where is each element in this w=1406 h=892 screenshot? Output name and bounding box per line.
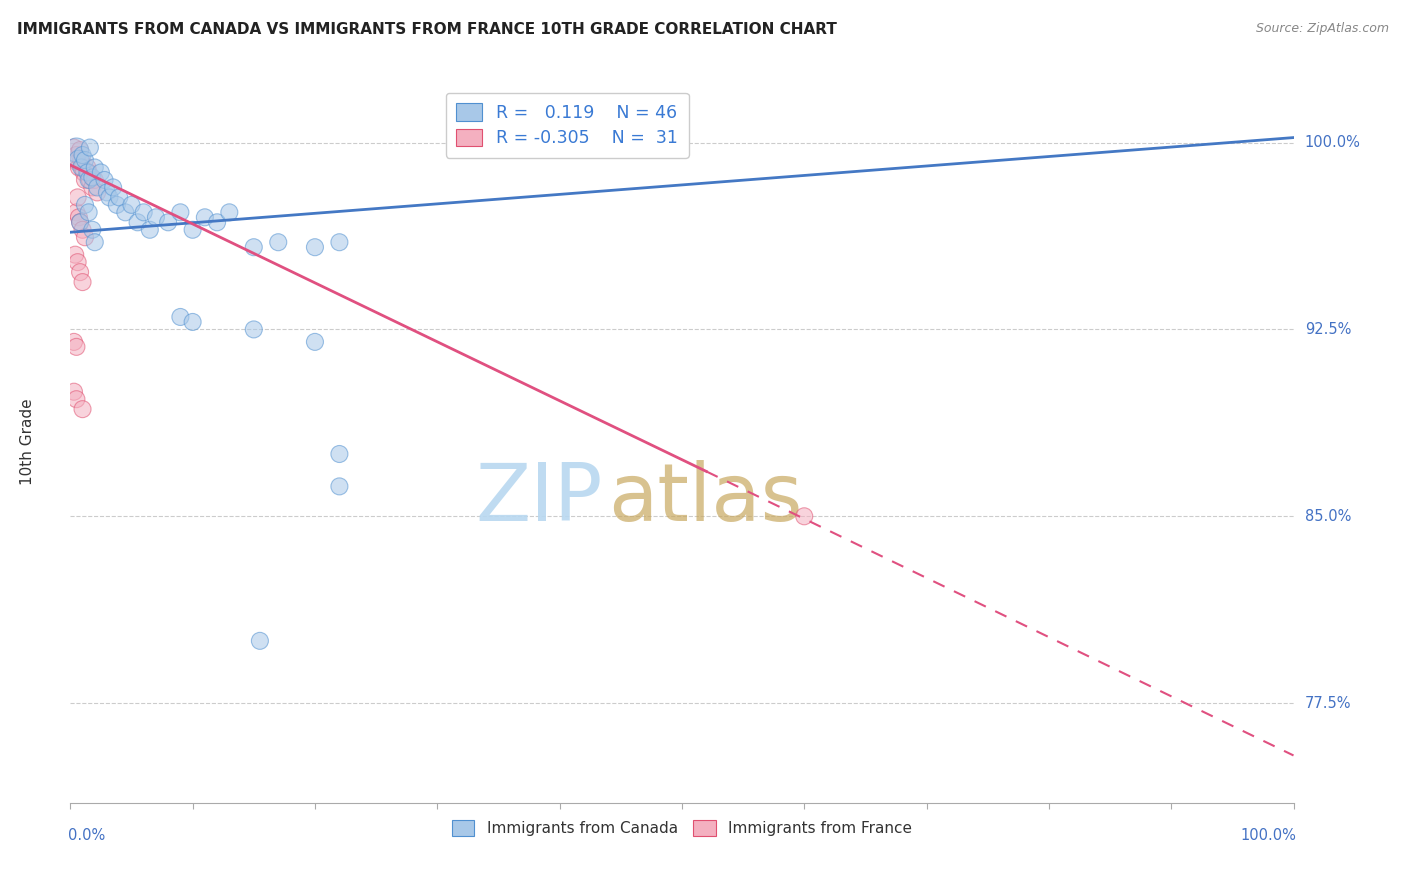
Text: IMMIGRANTS FROM CANADA VS IMMIGRANTS FROM FRANCE 10TH GRADE CORRELATION CHART: IMMIGRANTS FROM CANADA VS IMMIGRANTS FRO… bbox=[17, 22, 837, 37]
Point bbox=[70, 153, 93, 167]
Point bbox=[69, 265, 91, 279]
Point bbox=[72, 161, 94, 175]
Point bbox=[79, 173, 101, 187]
Text: 85.0%: 85.0% bbox=[1305, 508, 1351, 524]
Point bbox=[63, 140, 86, 154]
Point bbox=[328, 235, 350, 250]
Point bbox=[169, 205, 191, 219]
Point bbox=[69, 215, 91, 229]
Point bbox=[145, 211, 167, 225]
Point bbox=[101, 180, 124, 194]
Point bbox=[218, 205, 240, 219]
Point bbox=[127, 215, 149, 229]
Point bbox=[139, 223, 162, 237]
Point bbox=[83, 161, 105, 175]
Point bbox=[328, 479, 350, 493]
Point bbox=[72, 223, 94, 237]
Point bbox=[194, 211, 217, 225]
Point bbox=[98, 190, 121, 204]
Text: 0.0%: 0.0% bbox=[67, 828, 105, 843]
Point bbox=[65, 205, 87, 219]
Point bbox=[267, 235, 290, 250]
Point bbox=[63, 334, 86, 349]
Point bbox=[82, 170, 104, 185]
Point bbox=[70, 161, 93, 175]
Point bbox=[82, 180, 104, 194]
Point bbox=[93, 173, 115, 187]
Point bbox=[63, 384, 86, 399]
Point bbox=[65, 392, 87, 407]
Point bbox=[66, 155, 89, 169]
Point bbox=[121, 198, 143, 212]
Text: 77.5%: 77.5% bbox=[1305, 696, 1351, 711]
Point bbox=[328, 447, 350, 461]
Point bbox=[77, 205, 100, 219]
Point bbox=[114, 205, 136, 219]
Point bbox=[73, 198, 96, 212]
Legend: Immigrants from Canada, Immigrants from France: Immigrants from Canada, Immigrants from … bbox=[446, 814, 918, 842]
Point bbox=[73, 173, 96, 187]
Point bbox=[67, 211, 90, 225]
Point bbox=[83, 173, 105, 187]
Point bbox=[96, 186, 118, 200]
Point bbox=[243, 240, 266, 254]
Point bbox=[79, 140, 101, 154]
Point bbox=[304, 240, 326, 254]
Point bbox=[181, 223, 204, 237]
Point bbox=[86, 180, 108, 194]
Point bbox=[83, 235, 105, 250]
Point bbox=[69, 143, 91, 157]
Point bbox=[793, 509, 815, 524]
Point bbox=[105, 198, 128, 212]
Point bbox=[243, 322, 266, 336]
Point bbox=[72, 275, 94, 289]
Point bbox=[205, 215, 228, 229]
Point bbox=[77, 173, 100, 187]
Point bbox=[157, 215, 180, 229]
Point bbox=[132, 205, 155, 219]
Point bbox=[66, 190, 89, 204]
Text: 100.0%: 100.0% bbox=[1305, 135, 1361, 150]
Point bbox=[76, 161, 98, 175]
Point bbox=[69, 215, 91, 229]
Point bbox=[304, 334, 326, 349]
Point bbox=[65, 340, 87, 354]
Text: ZIP: ZIP bbox=[475, 460, 602, 539]
Text: atlas: atlas bbox=[609, 460, 803, 539]
Point bbox=[67, 161, 90, 175]
Point bbox=[72, 148, 94, 162]
Text: 10th Grade: 10th Grade bbox=[20, 398, 35, 485]
Point bbox=[73, 165, 96, 179]
Point bbox=[108, 190, 131, 204]
Point bbox=[73, 230, 96, 244]
Point bbox=[86, 186, 108, 200]
Text: 100.0%: 100.0% bbox=[1240, 828, 1296, 843]
Text: 92.5%: 92.5% bbox=[1305, 322, 1351, 337]
Point bbox=[77, 165, 100, 179]
Point bbox=[65, 148, 87, 162]
Text: Source: ZipAtlas.com: Source: ZipAtlas.com bbox=[1256, 22, 1389, 36]
Point bbox=[72, 402, 94, 417]
Point bbox=[66, 255, 89, 269]
Point bbox=[63, 248, 86, 262]
Point bbox=[169, 310, 191, 324]
Point bbox=[67, 153, 90, 167]
Point bbox=[65, 143, 87, 157]
Point bbox=[76, 165, 98, 179]
Point bbox=[82, 223, 104, 237]
Point bbox=[90, 165, 112, 179]
Point bbox=[249, 633, 271, 648]
Point bbox=[73, 153, 96, 167]
Point bbox=[181, 315, 204, 329]
